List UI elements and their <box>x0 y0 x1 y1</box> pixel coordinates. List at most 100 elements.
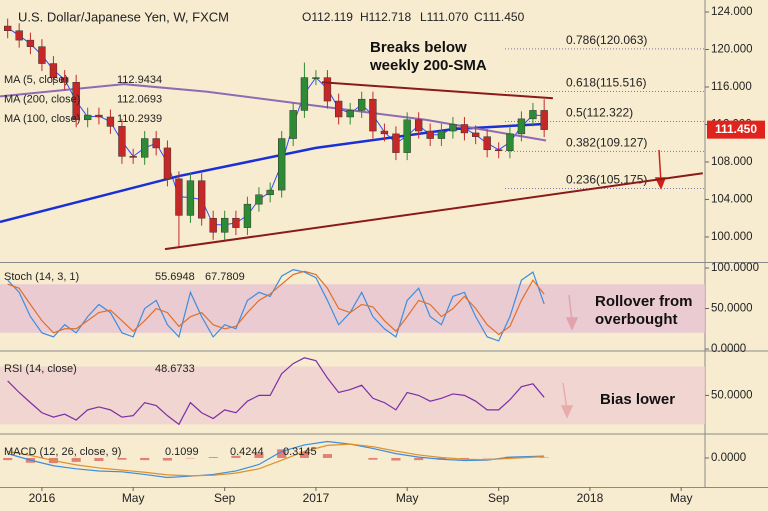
y-tick-label: 0.0000 <box>711 343 746 355</box>
candle-body <box>38 46 46 64</box>
candle-body <box>289 110 297 139</box>
histogram-bar <box>231 455 241 458</box>
x-tick-label: May <box>122 491 145 505</box>
candle-body <box>163 147 172 180</box>
candle-body <box>140 138 149 158</box>
annotation: Breaks below <box>370 39 467 56</box>
candle-body <box>334 100 343 118</box>
candle-body <box>369 98 377 132</box>
fib-label: 0.382(109.127) <box>566 136 647 150</box>
candle-body <box>506 133 514 151</box>
candle-body <box>3 25 12 31</box>
candle-body <box>209 217 217 233</box>
candle-body <box>175 178 183 216</box>
candle-body <box>118 126 126 157</box>
candle-body <box>346 110 354 118</box>
legend-value: 67.7809 <box>205 271 245 283</box>
indicator-line <box>7 440 545 479</box>
y-tick-label: 120.000 <box>711 44 753 56</box>
trendline <box>164 172 703 251</box>
candle-body <box>312 77 320 79</box>
fib-label: 0.618(115.516) <box>566 76 647 90</box>
x-tick-label: Sep <box>488 491 510 505</box>
panel-frames <box>0 0 768 488</box>
y-tick-label: 100.0000 <box>711 262 759 274</box>
legend-value: 112.9434 <box>117 74 162 86</box>
histogram-bar <box>368 457 378 460</box>
fib-label: 0.5(112.322) <box>566 106 633 120</box>
legend-label: MA (100, close) <box>4 113 80 125</box>
indicator-line <box>7 269 545 342</box>
y-tick-label: 108.000 <box>711 156 753 168</box>
candle-body <box>323 77 332 102</box>
indicator-line <box>7 443 545 477</box>
candle-body <box>300 77 309 111</box>
candle-body <box>106 116 115 127</box>
annotation: Bias lower <box>600 391 675 408</box>
candle-body <box>437 130 446 139</box>
x-tick-label: May <box>670 491 693 505</box>
histogram-bar <box>117 457 127 460</box>
candle-body <box>197 180 206 219</box>
legend-value: 0.1099 <box>165 446 199 458</box>
histogram-bar <box>299 451 309 458</box>
candle-body <box>72 82 80 121</box>
histogram-bar <box>140 457 150 461</box>
indicator-line <box>7 270 545 336</box>
candle-body <box>529 110 537 120</box>
candle-body <box>15 30 23 41</box>
fib-label: 0.786(120.063) <box>566 33 647 47</box>
legend-value: 0.3145 <box>283 446 317 458</box>
histogram-bar <box>3 457 13 461</box>
legend-value: 55.6948 <box>155 271 195 283</box>
x-tick-label: Sep <box>214 491 236 505</box>
histogram-bar <box>391 457 401 461</box>
candle-body <box>483 136 491 151</box>
candle-body <box>358 98 366 111</box>
indicator-label: Stoch (14, 3, 1) <box>4 271 79 283</box>
histogram-bar <box>277 449 287 458</box>
candle-body <box>414 119 423 132</box>
candle-body <box>495 149 503 152</box>
candle-body <box>277 138 286 191</box>
legend-label: MA (200, close) <box>4 93 80 105</box>
y-tick-label: 124.000 <box>711 6 753 18</box>
legend-value: 110.2939 <box>117 113 162 125</box>
y-tick-label: 104.000 <box>711 194 753 206</box>
annotation: Rollover from <box>595 293 693 310</box>
candle-body <box>255 194 263 205</box>
candle-body <box>60 77 69 83</box>
annotation: weekly 200-SMA <box>369 57 487 74</box>
indicator-line <box>7 357 545 426</box>
legend-label: MA (5, close) <box>4 74 68 86</box>
candle-body <box>380 130 389 135</box>
price-tag-label: 111.450 <box>715 122 757 136</box>
annotation: overbought <box>595 311 678 328</box>
trendline <box>321 81 553 100</box>
histogram-bar <box>254 453 264 458</box>
candle-body <box>266 189 274 196</box>
candle-body <box>232 217 240 228</box>
candle-body <box>221 217 229 233</box>
price-tag <box>707 120 765 139</box>
ohlc-value: O112.119 <box>302 10 353 24</box>
y-tick-label: 50.0000 <box>711 303 753 315</box>
fib-label: 0.236(105.175) <box>566 173 647 187</box>
ma-line <box>0 83 547 142</box>
candle-body <box>84 114 92 121</box>
indicator-label: MACD (12, 26, close, 9) <box>4 446 121 458</box>
candle-body <box>403 119 411 153</box>
ohlc-value: C111.450 <box>474 10 525 24</box>
indicator-label: RSI (14, close) <box>4 363 77 375</box>
candle-body <box>392 133 400 153</box>
candle-body <box>26 39 35 47</box>
histogram-bar <box>414 457 424 461</box>
candle-body <box>129 156 137 158</box>
histogram-bar <box>94 457 104 461</box>
y-tick-label: 50.0000 <box>711 389 753 401</box>
histogram-bar <box>162 457 172 461</box>
ohlc-value: L111.070 <box>420 10 469 24</box>
candle-body <box>517 118 526 135</box>
